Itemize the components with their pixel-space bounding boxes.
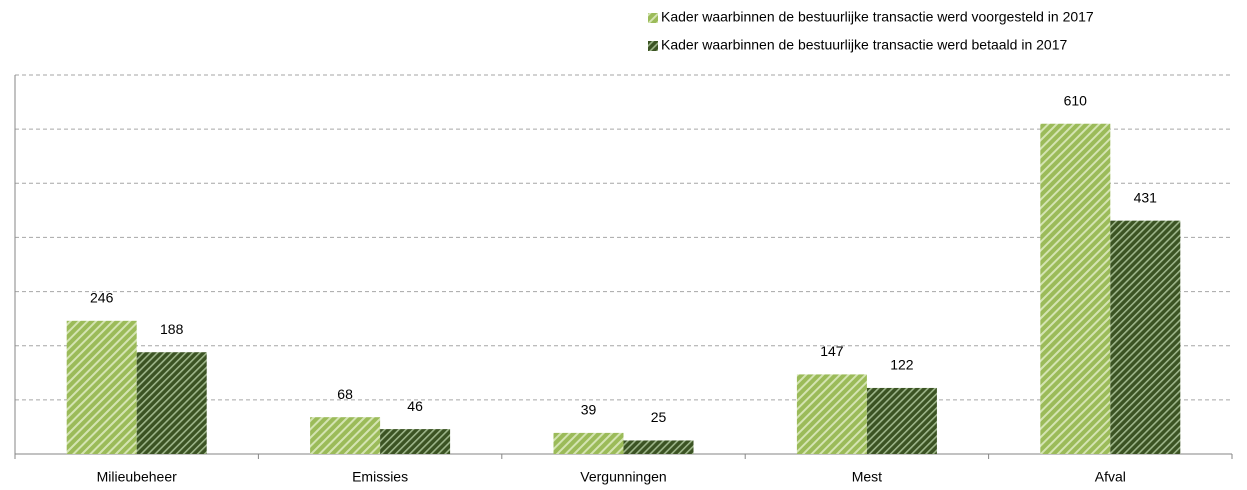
bar <box>1110 220 1181 454</box>
legend-marker <box>648 41 658 51</box>
data-label: 46 <box>407 398 423 414</box>
bar <box>1040 123 1111 454</box>
bar <box>553 432 624 454</box>
data-label: 68 <box>337 386 353 402</box>
data-label: 431 <box>1134 189 1158 205</box>
x-tick-label: Afval <box>1095 469 1126 485</box>
data-label: 246 <box>90 290 114 306</box>
x-tick-label: Mest <box>852 469 882 485</box>
x-tick-label: Vergunningen <box>580 469 666 485</box>
bar <box>310 417 381 454</box>
bar <box>66 320 137 454</box>
bar <box>623 440 694 454</box>
legend-marker <box>648 13 658 23</box>
data-label: 39 <box>581 402 597 418</box>
x-tick-label: Milieubeheer <box>97 469 177 485</box>
data-label: 147 <box>820 343 844 359</box>
bar <box>866 387 937 454</box>
data-label: 25 <box>651 409 667 425</box>
bar <box>380 429 451 454</box>
data-label: 610 <box>1064 92 1088 108</box>
x-tick-label: Emissies <box>352 469 408 485</box>
bar <box>136 352 207 454</box>
legend-label: Kader waarbinnen de bestuurlijke transac… <box>661 9 1094 25</box>
bar <box>796 374 867 454</box>
data-label: 122 <box>890 357 914 373</box>
legend-label: Kader waarbinnen de bestuurlijke transac… <box>661 37 1067 53</box>
data-label: 188 <box>160 321 184 337</box>
